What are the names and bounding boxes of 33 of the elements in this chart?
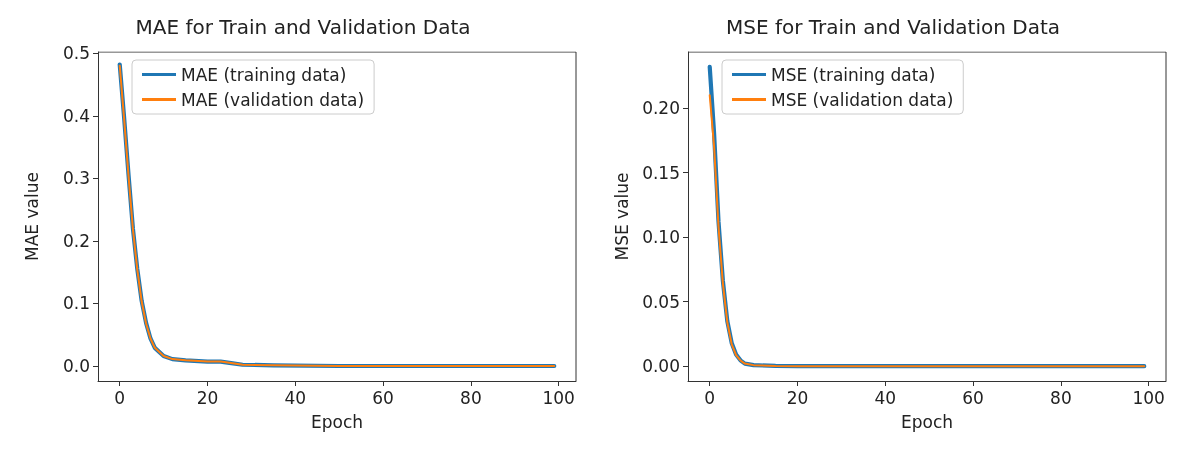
legend-label: MSE (training data) (771, 64, 936, 85)
chart-title: MAE for Train and Validation Data (135, 15, 471, 39)
x-tick-label: 100 (542, 387, 575, 408)
y-axis-title: MAE value (21, 172, 42, 261)
legend-label: MAE (training data) (181, 64, 347, 85)
y-tick-label: 0.5 (62, 43, 90, 64)
x-tick-label: 80 (1050, 387, 1072, 408)
x-tick-label: 80 (460, 387, 482, 408)
x-axis-title: Epoch (900, 411, 954, 432)
y-tick-label: 0.4 (62, 105, 90, 126)
y-tick-label: 0.00 (642, 356, 680, 377)
x-tick-label: 60 (372, 387, 394, 408)
y-tick-label: 0.0 (62, 355, 90, 376)
y-tick-label: 0.1 (62, 293, 90, 314)
y-tick-label: 0.15 (642, 162, 680, 183)
x-tick-label: 20 (786, 387, 809, 408)
y-axis-title: MSE value (611, 172, 632, 261)
legend-label: MSE (validation data) (771, 89, 954, 110)
y-tick-label: 0.3 (62, 168, 90, 189)
legend-label: MAE (validation data) (181, 89, 365, 110)
x-tick-label: 60 (962, 387, 984, 408)
chart-title: MSE for Train and Validation Data (725, 15, 1061, 39)
x-tick-label: 100 (1132, 387, 1165, 408)
y-tick-label: 0.2 (62, 230, 90, 251)
x-tick-label: 0 (114, 387, 126, 408)
x-axis-title: Epoch (310, 411, 364, 432)
y-tick-label: 0.20 (642, 98, 680, 119)
y-tick-label: 0.10 (642, 227, 680, 248)
x-tick-label: 0 (704, 387, 716, 408)
x-tick-label: 20 (196, 387, 219, 408)
y-tick-label: 0.05 (642, 291, 680, 312)
x-tick-label: 40 (284, 387, 307, 408)
x-tick-label: 40 (874, 387, 897, 408)
